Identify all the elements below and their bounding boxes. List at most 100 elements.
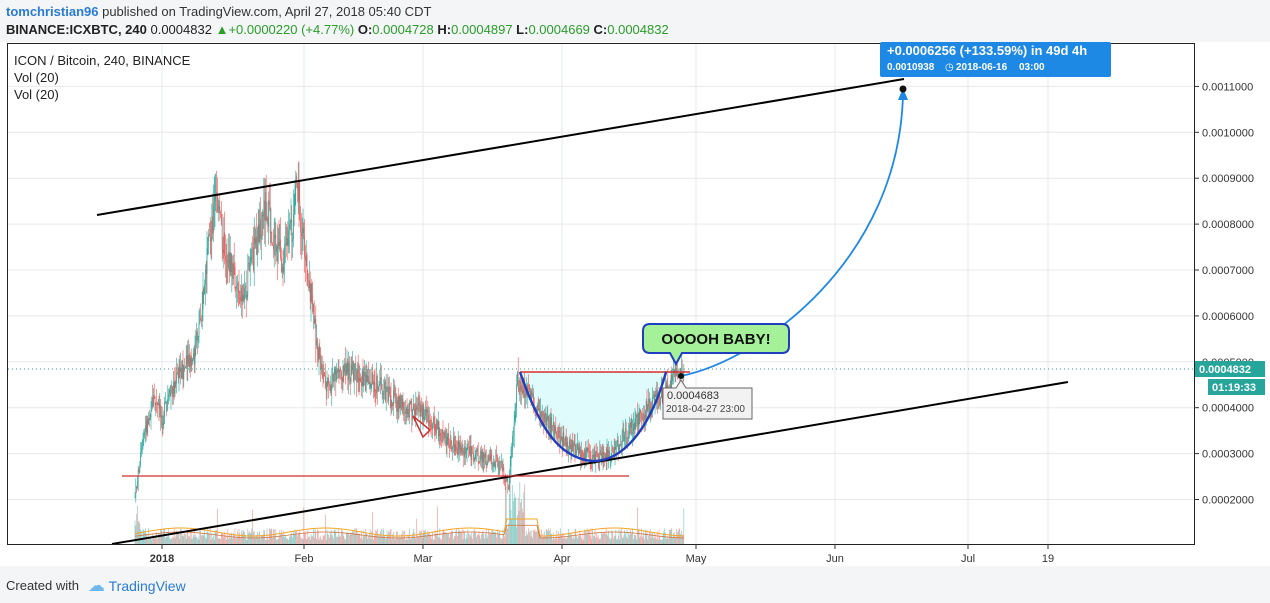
volume-bar xyxy=(180,528,181,544)
projection-label[interactable]: +0.0006256 (+133.59%) in 49d 4h 0.001093… xyxy=(880,42,1111,77)
author-link[interactable]: tomchristian96 xyxy=(6,4,99,19)
volume-bar xyxy=(549,530,550,544)
candle-body xyxy=(225,255,226,261)
lower-channel-line[interactable] xyxy=(111,381,1069,544)
volume-bar xyxy=(628,533,629,544)
volume-bar xyxy=(493,531,494,544)
candle-body xyxy=(237,283,239,291)
candle-body xyxy=(557,435,558,439)
volume-bar xyxy=(525,531,527,544)
candle-body xyxy=(451,442,453,450)
candle-body xyxy=(462,451,464,452)
volume-bar xyxy=(540,534,541,544)
candle-body xyxy=(383,388,385,394)
volume-bar xyxy=(575,528,577,544)
candle-body xyxy=(172,386,173,397)
candle-body xyxy=(552,426,553,427)
candle-body xyxy=(539,408,541,419)
volume-bar xyxy=(286,537,288,544)
volume-bar xyxy=(616,539,617,544)
volume-bar xyxy=(641,537,643,544)
y-tick-label: 0.0007000 xyxy=(1202,265,1254,277)
volume-bar xyxy=(555,536,557,544)
time-axis[interactable]: 2018 Feb Mar Apr May Jun Jul 19 xyxy=(150,544,1054,565)
volume-bar xyxy=(239,533,241,544)
volume-bar xyxy=(573,536,574,544)
volume-bar xyxy=(646,529,648,544)
volume-legend-2[interactable]: Vol (20) xyxy=(14,87,59,102)
candle-body xyxy=(612,447,613,449)
candle-body xyxy=(661,386,663,402)
volume-bar xyxy=(205,537,206,544)
volume-bar xyxy=(425,535,427,544)
target-point[interactable] xyxy=(899,85,907,93)
candle-body xyxy=(165,401,166,403)
candle-body xyxy=(428,414,429,426)
candle-body xyxy=(385,387,387,402)
candle-body xyxy=(207,241,209,249)
candle-body xyxy=(447,433,449,437)
candle-body xyxy=(175,381,177,384)
volume-bar xyxy=(181,535,183,544)
volume-bar xyxy=(569,532,571,544)
candle-body xyxy=(450,441,452,443)
baby-callout[interactable]: OOOOH BABY! xyxy=(642,323,790,367)
chart-frame[interactable] xyxy=(7,43,1195,545)
candle-body xyxy=(211,216,213,242)
volume-bar xyxy=(434,529,436,544)
candle-body xyxy=(392,402,393,406)
volume-bar xyxy=(363,530,365,544)
volume-bar xyxy=(209,528,211,544)
candle-body xyxy=(397,400,398,412)
candle-body xyxy=(562,432,564,447)
candle-body xyxy=(240,296,241,302)
candle-body xyxy=(350,364,352,382)
volume-bar xyxy=(446,533,448,544)
triangle-drawing[interactable] xyxy=(412,415,432,439)
publish-line: tomchristian96 published on TradingView.… xyxy=(6,4,431,19)
candle-body xyxy=(200,318,201,321)
candle-body xyxy=(489,456,490,461)
price-tooltip[interactable]: 0.0004683 2018-04-27 23:00 xyxy=(662,379,753,420)
candle-body xyxy=(345,363,346,376)
volume-bar xyxy=(198,539,200,544)
candle-body xyxy=(518,388,520,390)
origin-point[interactable] xyxy=(678,373,684,379)
volume-bar xyxy=(254,538,256,544)
candle-body xyxy=(640,410,641,414)
volume-bar xyxy=(301,537,303,544)
volume-bar xyxy=(170,538,172,544)
candle-body xyxy=(497,461,499,469)
volume-bar xyxy=(605,533,606,544)
low-label: L: xyxy=(516,22,529,37)
price-axis[interactable]: 0.00020000.00030000.00040000.00050000.00… xyxy=(1194,81,1254,507)
candle-body xyxy=(195,340,197,349)
candle-body xyxy=(233,263,234,279)
tradingview-logo[interactable]: ☁ TradingView xyxy=(88,576,186,596)
candle-body xyxy=(585,449,586,463)
projection-arrow[interactable] xyxy=(680,92,904,377)
volume-bar xyxy=(213,535,214,544)
candle-body xyxy=(453,437,454,448)
candle-body xyxy=(399,396,401,409)
volume-bar xyxy=(173,528,175,544)
candle-body xyxy=(254,238,256,244)
volume-bar xyxy=(565,539,567,544)
cup-arc[interactable] xyxy=(518,371,668,463)
volume-bar xyxy=(584,529,585,544)
volume-bar xyxy=(242,529,244,544)
volume-bar xyxy=(206,532,208,544)
volume-bar xyxy=(636,539,637,544)
volume-bar xyxy=(653,531,655,544)
candle-body xyxy=(464,446,465,458)
candle-body xyxy=(630,419,632,428)
candle-body xyxy=(221,223,223,250)
candle-body xyxy=(649,398,650,413)
candle-body xyxy=(573,442,575,444)
candle-body xyxy=(597,452,598,457)
volume-bar xyxy=(256,534,257,544)
upper-channel-line[interactable] xyxy=(96,78,905,216)
volume-legend-1[interactable]: Vol (20) xyxy=(14,70,59,85)
volume-bar xyxy=(281,529,282,544)
